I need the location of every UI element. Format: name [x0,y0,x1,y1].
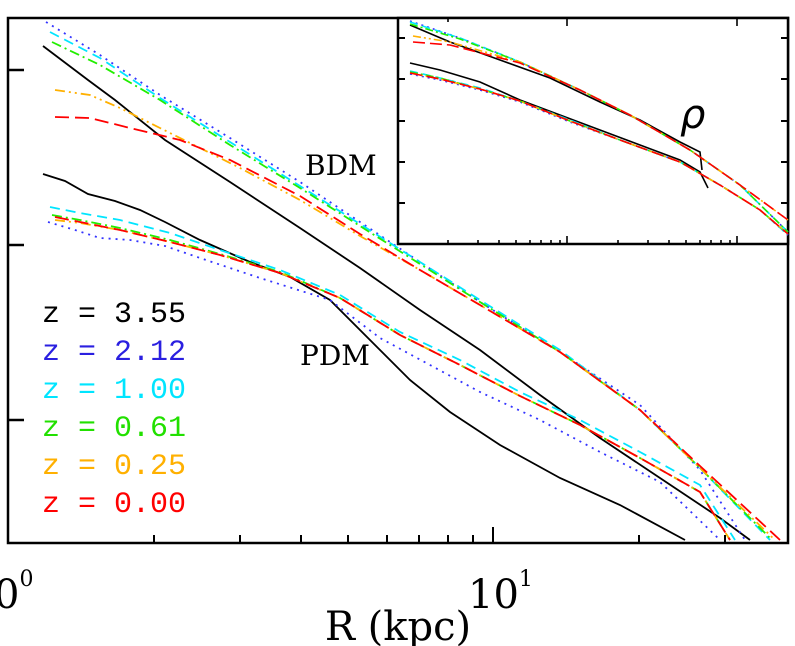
bdm-z3.55 [42,45,751,541]
x-axis-label: R (kpc) [325,604,471,646]
bdm-label: BDM [305,149,377,182]
legend-item-z2.12: z = 2.12 [42,336,186,370]
legend-item-z0.25: z = 0.25 [42,450,186,484]
bdm-z2.12 [45,21,746,541]
pdm-z1.00 [49,206,736,541]
legend: z = 3.55 z = 2.12 z = 1.00 z = 0.61 z = 0.25 z = 0.0… [42,298,186,522]
x-axis-ticks [153,527,726,543]
inset-y-ticks [398,37,788,204]
inset-pdm-curves [409,62,789,236]
inset-x-ticks [447,18,738,244]
inset-bdm-curves [409,20,789,233]
rho-label: ρ [680,92,705,138]
bdm-z0.00 [54,116,781,541]
x-tick-label-10e1: 101 [468,567,533,618]
inset-plot: ρ [396,16,790,246]
legend-item-z0.61: z = 0.61 [42,412,186,446]
y-axis-ticks [8,68,24,422]
legend-item-z0.00: z = 0.00 [42,488,186,522]
bdm-z1.00 [49,31,771,541]
pdm-label: PDM [300,339,370,372]
bdm-curves [42,21,781,541]
pdm-z0.00 [54,216,731,541]
pdm-curves [42,173,736,541]
pdm-z2.12 [47,221,721,541]
x-tick-label-10e0: 00 [0,567,33,618]
legend-item-z1.00: z = 1.00 [42,374,186,408]
x-tick-labels: 00 101 [0,567,533,618]
legend-item-z3.55: z = 3.55 [42,298,186,332]
